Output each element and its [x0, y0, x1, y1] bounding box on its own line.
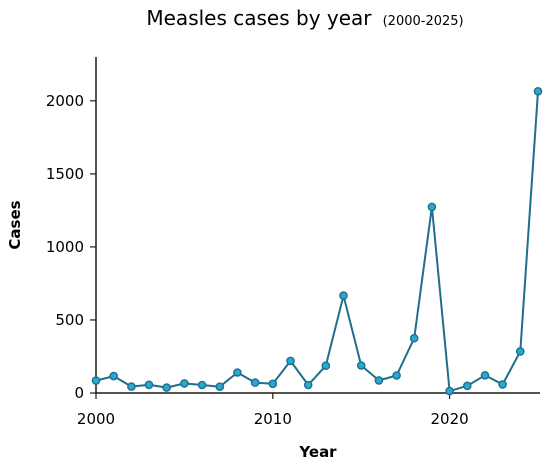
- y-tick-label: 0: [74, 384, 84, 402]
- data-point: [127, 382, 136, 391]
- series-layer: [91, 87, 543, 396]
- data-point: [374, 376, 384, 385]
- data-point: [286, 356, 295, 366]
- data-point: [516, 347, 525, 356]
- x-tick-label: 2000: [77, 410, 115, 428]
- y-tick-label: 1500: [46, 165, 84, 183]
- data-point: [533, 87, 543, 96]
- data-point: [144, 380, 154, 390]
- data-point: [303, 380, 313, 390]
- data-point: [427, 202, 437, 212]
- data-point: [480, 370, 490, 380]
- chart-title-subtitle: (2000-2025): [383, 14, 464, 29]
- y-tick-label: 500: [55, 311, 84, 329]
- data-point: [339, 291, 348, 300]
- x-axis-ticks: 2000 2010 2020: [77, 393, 469, 428]
- data-point: [250, 378, 260, 387]
- data-point: [445, 386, 454, 396]
- series-line: [95, 91, 539, 393]
- x-axis-label: Year: [298, 443, 337, 461]
- data-point: [215, 382, 225, 392]
- y-axis-label: Cases: [6, 200, 24, 249]
- data-point: [91, 376, 101, 385]
- data-point: [197, 380, 207, 390]
- x-tick-label: 2020: [431, 410, 469, 428]
- y-tick-label: 1000: [46, 238, 84, 256]
- data-point: [109, 371, 118, 381]
- x-tick-label: 2010: [254, 410, 292, 428]
- data-point: [180, 379, 189, 388]
- data-point: [321, 361, 331, 371]
- data-point: [462, 381, 472, 391]
- data-point: [392, 371, 401, 380]
- data-point: [268, 379, 278, 389]
- data-point: [498, 380, 507, 389]
- y-tick-label: 2000: [46, 92, 84, 110]
- chart-title: Measles cases by year (2000-2025): [146, 6, 463, 30]
- data-point: [409, 333, 419, 343]
- y-axis-ticks: 0 500 1000 1500 2000: [46, 92, 96, 402]
- data-point: [233, 368, 242, 377]
- data-point: [162, 383, 171, 392]
- chart-title-main: Measles cases by year: [146, 6, 372, 30]
- data-point: [356, 361, 366, 370]
